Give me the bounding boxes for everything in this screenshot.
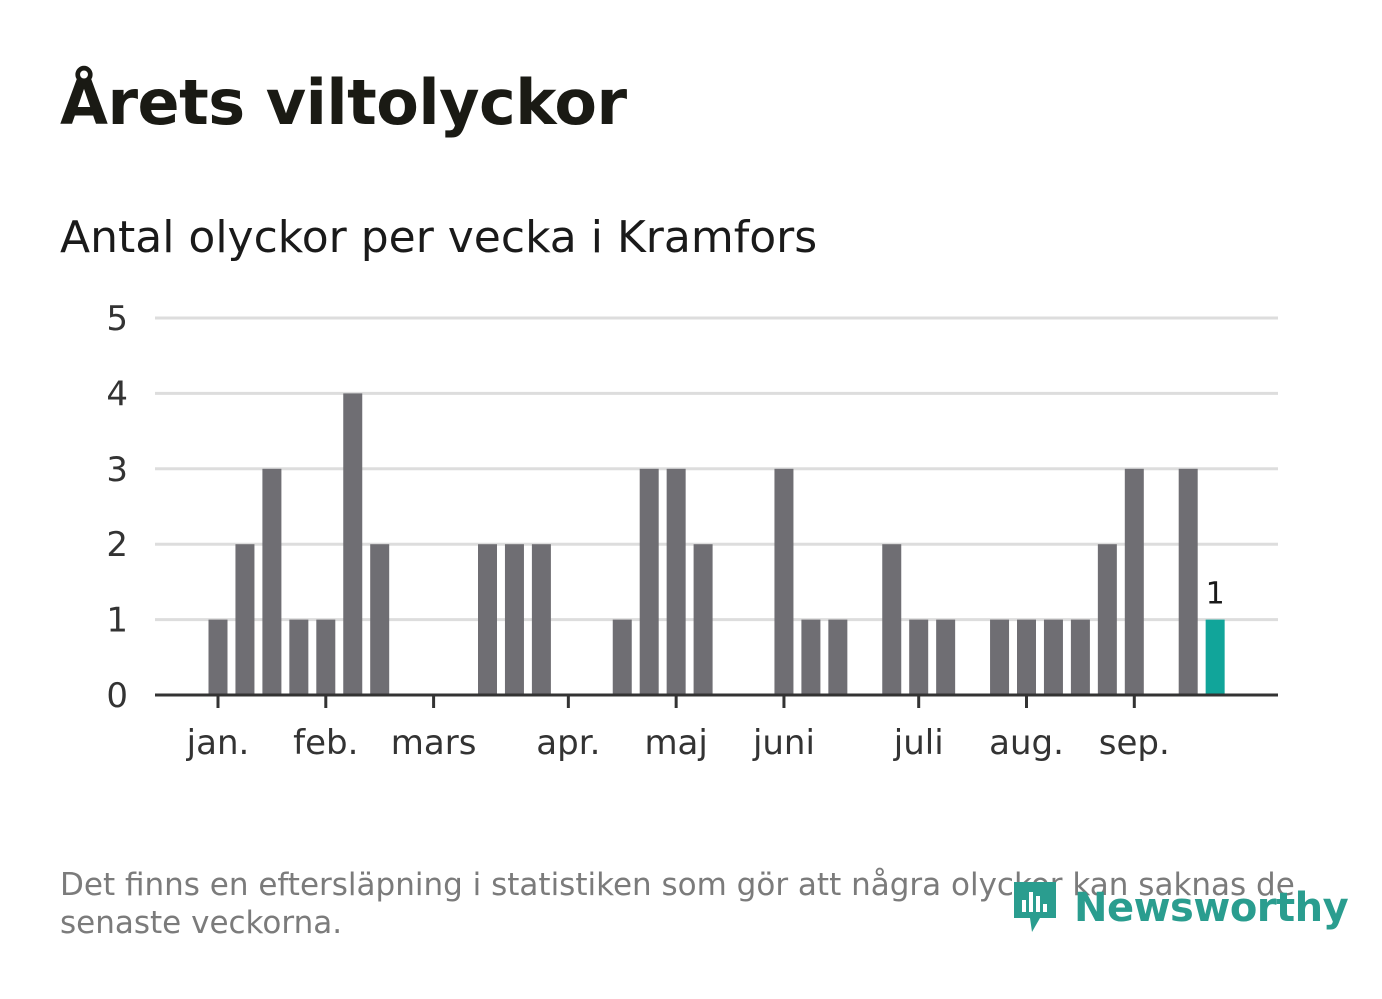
bar-week-39 <box>1178 468 1198 695</box>
bar-week-7 <box>316 619 336 695</box>
chart-title: Årets viltolyckor <box>60 66 627 139</box>
y-tick-label: 1 <box>106 601 128 641</box>
bar-week-30 <box>936 619 956 695</box>
bar-week-28 <box>882 544 902 695</box>
bar-week-33 <box>1017 619 1036 695</box>
bar-week-19 <box>639 468 659 695</box>
bar-week-14 <box>504 544 524 695</box>
newsworthy-logo: Newsworthy <box>1010 878 1349 938</box>
bar-week-13 <box>478 544 497 695</box>
y-tick-label: 4 <box>106 374 128 414</box>
bar-week-25 <box>801 619 821 695</box>
logo-text: Newsworthy <box>1074 885 1349 931</box>
x-tick-label: juni <box>752 723 815 763</box>
bar-week-15 <box>531 544 551 695</box>
bar-week-21 <box>693 544 713 695</box>
bar-week-34 <box>1043 619 1063 695</box>
bar-week-35 <box>1070 619 1090 695</box>
bar-week-18 <box>612 619 632 695</box>
bar-week-40 <box>1205 619 1225 695</box>
y-tick-label: 0 <box>106 676 128 716</box>
bar-week-32 <box>990 619 1010 695</box>
x-tick-label: jan. <box>186 723 250 763</box>
bar-week-24 <box>774 468 794 695</box>
x-tick-label: feb. <box>293 723 358 763</box>
bar-week-5 <box>262 468 282 695</box>
footnote: Det finns en eftersläpning i statistiken… <box>60 867 1295 941</box>
bar-week-37 <box>1124 468 1144 695</box>
highlight-data-label: 1 <box>1206 577 1225 612</box>
x-tick-label: apr. <box>536 723 600 763</box>
y-tick-label: 2 <box>106 525 128 565</box>
x-tick-label: aug. <box>989 723 1064 763</box>
bar-week-36 <box>1097 544 1117 695</box>
bar-week-8 <box>343 393 363 695</box>
bar-week-26 <box>828 619 848 695</box>
bar-week-29 <box>909 619 929 695</box>
x-tick-label: mars <box>391 723 477 763</box>
newsworthy-logo-icon <box>1014 882 1056 932</box>
bars <box>208 393 1225 695</box>
chart-subtitle: Antal olyckor per vecka i Kramfors <box>60 212 818 263</box>
bar-week-6 <box>289 619 309 695</box>
x-tick-label: juli <box>893 723 944 763</box>
bar-chart: 0 1 2 3 4 5 1 jan. feb. mars apr. maj juni juli aug. se… <box>106 299 1278 763</box>
labels: 0 1 2 3 4 5 1 jan. feb. mars apr. maj juni juli aug. se… <box>106 299 1224 763</box>
bar-week-20 <box>666 468 686 695</box>
bar-week-3 <box>208 619 228 695</box>
x-tick-label: maj <box>644 723 707 763</box>
y-tick-label: 3 <box>106 450 128 490</box>
bar-week-9 <box>370 544 390 695</box>
grid-lines <box>155 316 1278 622</box>
bar-week-4 <box>235 544 255 695</box>
y-tick-label: 5 <box>106 299 128 339</box>
x-tick-label: sep. <box>1099 723 1170 763</box>
axes <box>155 693 1278 708</box>
